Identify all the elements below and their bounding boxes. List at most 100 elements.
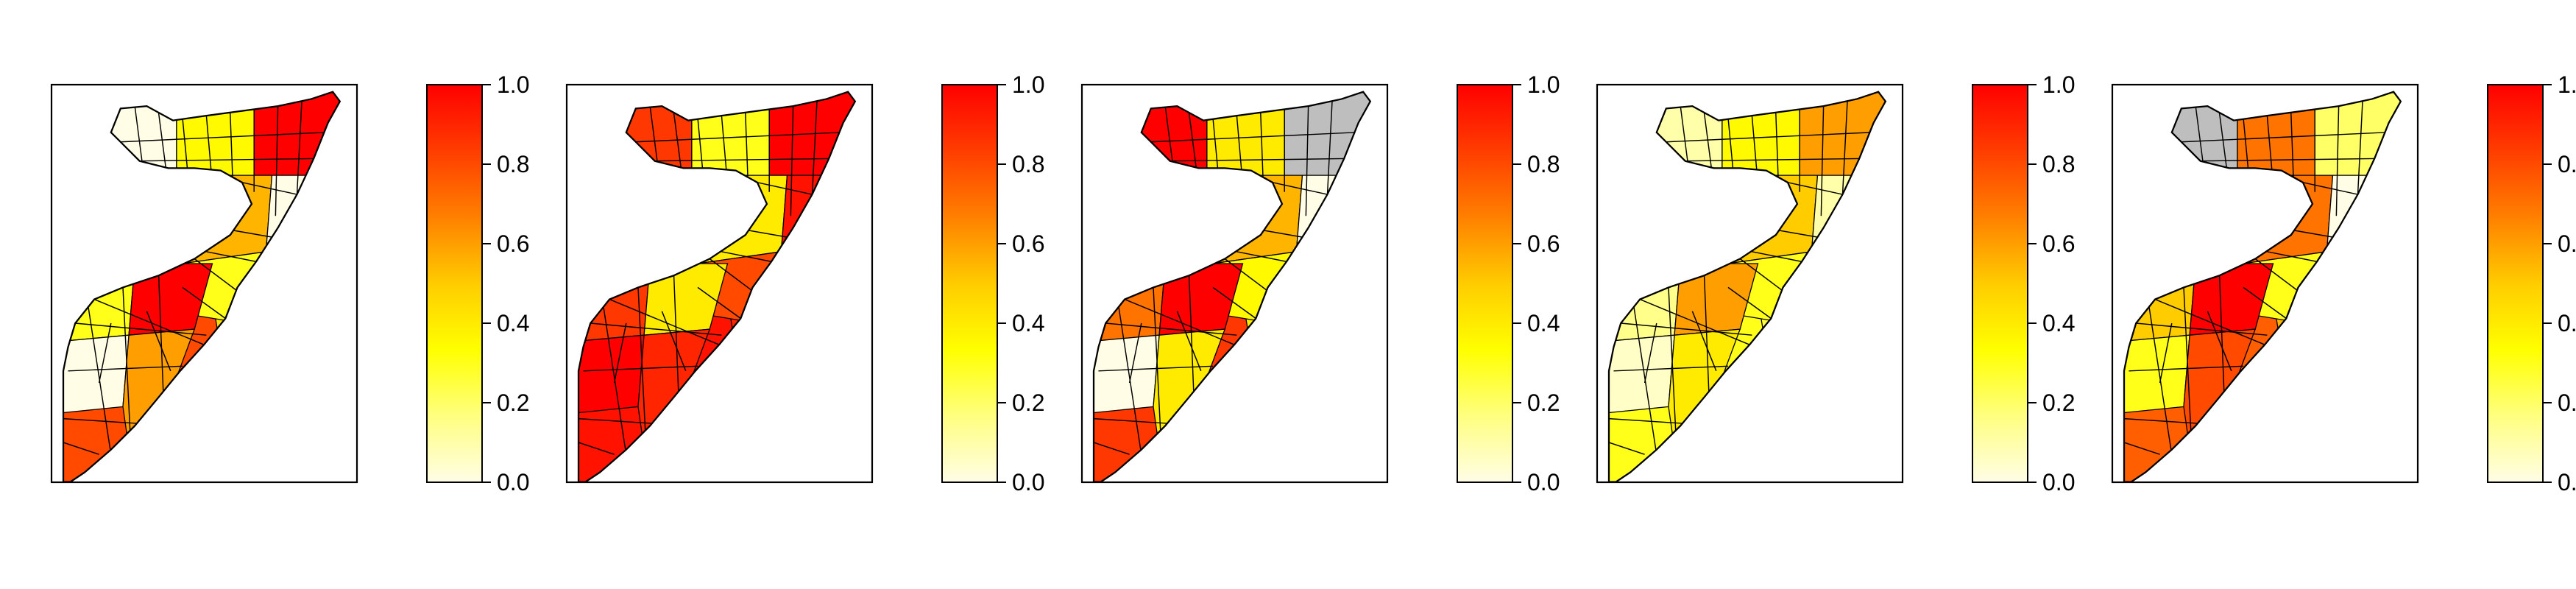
district-boundary xyxy=(613,322,627,384)
colorbar-tick-label: 1.0 xyxy=(1527,71,1560,98)
district-boundary xyxy=(1326,101,1333,195)
district-south xyxy=(1609,334,1675,414)
map-panel: 0.0 0.2 0.4 0.6 0.8 1.0 xyxy=(1080,71,1560,495)
colorbar-tick-label: 0.8 xyxy=(1012,151,1044,177)
district-boundary xyxy=(2154,298,2265,345)
district-boundary xyxy=(1609,442,1645,455)
district-boundary xyxy=(182,286,226,320)
district-boundary xyxy=(63,417,138,424)
colorbar: 0.0 0.2 0.4 0.6 0.8 1.0 xyxy=(2487,71,2576,495)
district-boundary xyxy=(158,113,167,169)
colorbar-tick-label: 1.0 xyxy=(2558,71,2576,98)
country-outline xyxy=(1607,91,1887,483)
district-boundary xyxy=(590,322,722,336)
district-boundary xyxy=(139,158,314,162)
colorbar-tick-label: 0.6 xyxy=(1527,230,1560,257)
colorbar-tick-label: 0.6 xyxy=(1012,230,1044,257)
country-outline xyxy=(62,91,342,483)
colorbar-tick-label: 0.2 xyxy=(2558,389,2576,416)
country-outline xyxy=(577,91,857,483)
colorbar-tick-label: 0.6 xyxy=(497,230,529,257)
district-boundary xyxy=(182,118,188,169)
district-boundary xyxy=(1787,182,1843,195)
district-boundary xyxy=(2254,258,2304,295)
district-boundary xyxy=(2181,132,2387,143)
district-boundary xyxy=(2147,299,2173,455)
country-outline xyxy=(2123,91,2402,483)
district-boundary xyxy=(2159,322,2173,384)
colorbar-tick-label: 0.2 xyxy=(1012,389,1044,416)
district-boundary xyxy=(2357,101,2363,195)
colorbar-gradient xyxy=(2487,84,2544,483)
district-boundary xyxy=(1691,311,1717,372)
district-boundary xyxy=(120,132,326,143)
colorbar-tick-label: 0.0 xyxy=(497,469,529,495)
district-boundary xyxy=(93,298,205,345)
district-boundary xyxy=(1666,132,1872,143)
district-boundary xyxy=(1685,158,1860,162)
district-boundary xyxy=(1212,286,1256,320)
district-boundary xyxy=(1703,275,1710,398)
district-boundary xyxy=(1170,158,1345,162)
district-boundary xyxy=(1124,298,1235,345)
colorbar-tick-label: 0.0 xyxy=(2042,469,2075,495)
district-boundary xyxy=(1212,118,1219,169)
district-boundary xyxy=(601,299,627,455)
district-boundary xyxy=(86,299,112,455)
district-boundary xyxy=(1094,417,1168,424)
colorbar: 0.0 0.2 0.4 0.6 0.8 1.0 xyxy=(1972,71,2075,495)
map-panel: 0.0 0.2 0.4 0.6 0.8 1.0 xyxy=(565,71,1044,495)
district-boundary xyxy=(2129,365,2244,372)
colorbar-tick-label: 1.0 xyxy=(1012,71,1044,98)
district-boundary xyxy=(241,182,297,195)
district-boundary xyxy=(2124,442,2160,455)
district-boundary xyxy=(275,106,279,216)
district-boundary xyxy=(709,258,758,295)
district-boundary xyxy=(2218,113,2228,169)
colorbar-tick-label: 0.8 xyxy=(497,151,529,177)
colorbar-tick-label: 0.8 xyxy=(1527,151,1560,177)
district-boundary xyxy=(2335,106,2340,216)
district-boundary xyxy=(2207,311,2232,372)
district-boundary xyxy=(2266,116,2273,171)
colorbar: 0.0 0.2 0.4 0.6 0.8 1.0 xyxy=(426,71,529,495)
district-south xyxy=(63,334,130,414)
district-boundary xyxy=(697,286,741,320)
district-boundary xyxy=(2200,158,2375,162)
district-boundary xyxy=(1820,106,1825,216)
district-boundary xyxy=(583,365,698,372)
map-panel: 0.0 0.2 0.4 0.6 0.8 1.0 xyxy=(1596,71,2075,495)
district-boundary xyxy=(1164,106,1173,161)
colorbar-tick-label: 1.0 xyxy=(2042,71,2075,98)
district-boundary xyxy=(2290,113,2294,178)
colorbar-tick-label: 0.4 xyxy=(1012,310,1044,336)
colorbar-tick-label: 0.2 xyxy=(1527,389,1560,416)
district-boundary xyxy=(63,442,99,455)
district-boundary xyxy=(1727,286,1772,320)
district-boundary xyxy=(1098,365,1214,372)
district-boundary xyxy=(1621,322,1752,336)
district-south xyxy=(1094,334,1160,414)
district-boundary xyxy=(654,158,829,162)
district-boundary xyxy=(1117,299,1142,455)
colorbar-gradient xyxy=(941,84,998,483)
district-boundary xyxy=(673,113,682,169)
district-boundary xyxy=(1775,113,1779,178)
district-boundary xyxy=(2124,417,2198,424)
colorbar-tick-label: 1.0 xyxy=(497,71,529,98)
district-boundary xyxy=(1188,113,1197,169)
district-south xyxy=(578,334,645,414)
district-boundary xyxy=(697,118,704,169)
district-boundary xyxy=(1224,258,1273,295)
district-boundary xyxy=(1176,311,1202,372)
colorbar-tick-label: 0.8 xyxy=(2558,151,2576,177)
colorbar-tick-label: 0.0 xyxy=(2558,469,2576,495)
district-boundary xyxy=(1841,101,1848,195)
district-boundary xyxy=(790,106,794,216)
district-boundary xyxy=(635,132,841,143)
district-boundary xyxy=(1128,322,1142,384)
district-boundary xyxy=(673,275,679,398)
colorbar: 0.0 0.2 0.4 0.6 0.8 1.0 xyxy=(941,71,1044,495)
colorbar: 0.0 0.2 0.4 0.6 0.8 1.0 xyxy=(1457,71,1560,495)
